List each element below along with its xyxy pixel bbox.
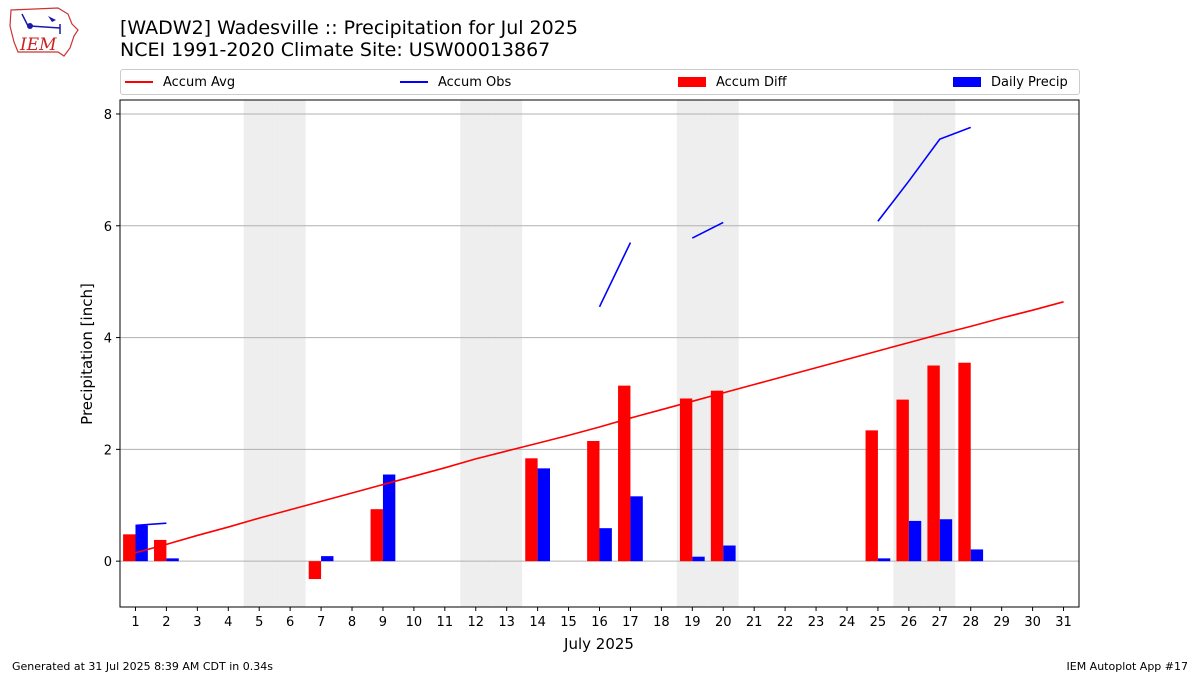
x-tick-label-7: 7 <box>317 615 325 630</box>
x-tick-label-26: 26 <box>901 615 918 630</box>
bar-daily-precip-1 <box>135 525 148 562</box>
x-tick-label-15: 15 <box>560 615 577 630</box>
x-tick-label-11: 11 <box>437 615 454 630</box>
weekend-band-13 <box>491 100 523 607</box>
axes: 1 2 3 4 5 6 7 8 9 10 11 12 13 14 15 16 17 18 19 20 21 22 23 24 2… <box>104 108 1072 630</box>
x-tick-label-5: 5 <box>255 615 263 630</box>
weekend-band-6 <box>274 100 306 607</box>
bar-daily-precip-2 <box>166 558 179 562</box>
x-tick-label-13: 13 <box>498 615 515 630</box>
y-tick-label-4: 4 <box>104 332 112 347</box>
bar-accum-diff-17 <box>618 385 631 562</box>
bar-daily-precip-25 <box>877 558 891 562</box>
x-tick-label-28: 28 <box>962 615 979 630</box>
y-tick-label-0: 0 <box>104 555 112 570</box>
bar-daily-precip-19 <box>692 556 705 562</box>
bar-daily-precip-16 <box>599 528 612 562</box>
y-tick-label-2: 2 <box>104 443 112 458</box>
app-note: IEM Autoplot App #17 <box>1066 660 1189 673</box>
bar-accum-diff-27 <box>927 365 940 562</box>
x-tick-label-22: 22 <box>777 615 794 630</box>
bar-daily-precip-7 <box>321 556 334 562</box>
x-tick-label-18: 18 <box>653 615 670 630</box>
x-tick-label-16: 16 <box>591 615 608 630</box>
legend-item-accum-diff: Accum Diff <box>678 73 787 91</box>
x-tick-label-19: 19 <box>684 615 701 630</box>
legend-label-daily-precip: Daily Precip <box>991 74 1068 90</box>
line-accum-obs-segment-4 <box>877 126 972 222</box>
bar-accum-diff-7 <box>308 561 322 580</box>
weekend-shading <box>243 100 956 607</box>
bar-accum-diff-26 <box>896 399 909 562</box>
x-tick-label-21: 21 <box>746 615 763 630</box>
x-axis-label: July 2025 <box>563 635 634 653</box>
bar-accum-diff-9 <box>370 509 383 562</box>
x-tick-label-24: 24 <box>839 615 856 630</box>
bar-accum-diff-28 <box>958 362 971 562</box>
x-tick-label-1: 1 <box>131 615 139 630</box>
legend-item-accum-obs: Accum Obs <box>400 73 511 91</box>
line-accum-obs-segment-3 <box>691 221 724 239</box>
x-tick-label-23: 23 <box>808 615 825 630</box>
x-tick-label-30: 30 <box>1024 615 1041 630</box>
bar-accum-diff-1 <box>123 534 136 562</box>
bar-accum-diff-25 <box>865 430 878 562</box>
legend: Accum Avg Accum Obs Accum Diff Daily Pre… <box>120 69 1080 95</box>
bars <box>123 362 984 580</box>
chart-title: [WADW2] Wadesville :: Precipitation for … <box>120 17 578 39</box>
y-tick-label-8: 8 <box>104 108 112 123</box>
bar-accum-diff-2 <box>154 539 167 562</box>
bar-daily-precip-17 <box>630 496 643 562</box>
x-tick-label-9: 9 <box>379 615 387 630</box>
legend-swatch-daily-precip <box>953 77 981 87</box>
legend-item-accum-avg: Accum Avg <box>125 73 235 91</box>
bar-accum-diff-16 <box>587 440 600 562</box>
x-tick-label-8: 8 <box>348 615 356 630</box>
x-tick-label-3: 3 <box>193 615 201 630</box>
x-tick-label-29: 29 <box>993 615 1010 630</box>
bar-accum-diff-20 <box>710 390 724 562</box>
y-axis-label: Precipitation [inch] <box>78 283 96 425</box>
iem-logo: IEM <box>9 7 79 57</box>
legend-swatch-accum-avg <box>125 81 153 83</box>
bar-accum-diff-19 <box>679 398 693 562</box>
legend-swatch-accum-diff <box>678 77 706 87</box>
legend-item-daily-precip: Daily Precip <box>953 73 1068 91</box>
x-tick-label-20: 20 <box>715 615 732 630</box>
x-tick-label-25: 25 <box>870 615 887 630</box>
y-tick-label-6: 6 <box>104 220 112 235</box>
x-tick-label-17: 17 <box>622 615 639 630</box>
bar-accum-diff-14 <box>525 458 538 562</box>
line-accum-obs-segment-2 <box>598 242 632 308</box>
x-tick-label-4: 4 <box>224 615 232 630</box>
x-tick-label-10: 10 <box>406 615 423 630</box>
x-tick-label-27: 27 <box>932 615 949 630</box>
weekend-band-5 <box>243 100 275 607</box>
legend-label-accum-obs: Accum Obs <box>438 74 512 90</box>
bar-daily-precip-27 <box>939 519 953 562</box>
line-accum-obs-segment-1 <box>135 522 167 527</box>
chart-subtitle: NCEI 1991-2020 Climate Site: USW00013867 <box>120 39 551 61</box>
x-tick-label-12: 12 <box>467 615 484 630</box>
bar-daily-precip-26 <box>908 520 922 562</box>
x-tick-label-14: 14 <box>529 615 546 630</box>
generated-note: Generated at 31 Jul 2025 8:39 AM CDT in … <box>12 660 273 673</box>
x-tick-label-2: 2 <box>162 615 170 630</box>
legend-swatch-accum-obs <box>400 81 428 83</box>
legend-label-accum-avg: Accum Avg <box>163 74 236 90</box>
logo-text: IEM <box>19 35 57 55</box>
x-tick-label-31: 31 <box>1055 615 1072 630</box>
bar-daily-precip-9 <box>382 474 396 562</box>
bar-daily-precip-14 <box>537 468 551 562</box>
lines <box>135 126 1064 554</box>
line-accum-avg <box>135 301 1064 554</box>
bar-daily-precip-20 <box>723 545 736 562</box>
legend-label-accum-diff: Accum Diff <box>716 74 787 90</box>
weekend-band-12 <box>460 100 492 607</box>
x-tick-label-6: 6 <box>286 615 294 630</box>
bar-daily-precip-28 <box>970 549 984 562</box>
